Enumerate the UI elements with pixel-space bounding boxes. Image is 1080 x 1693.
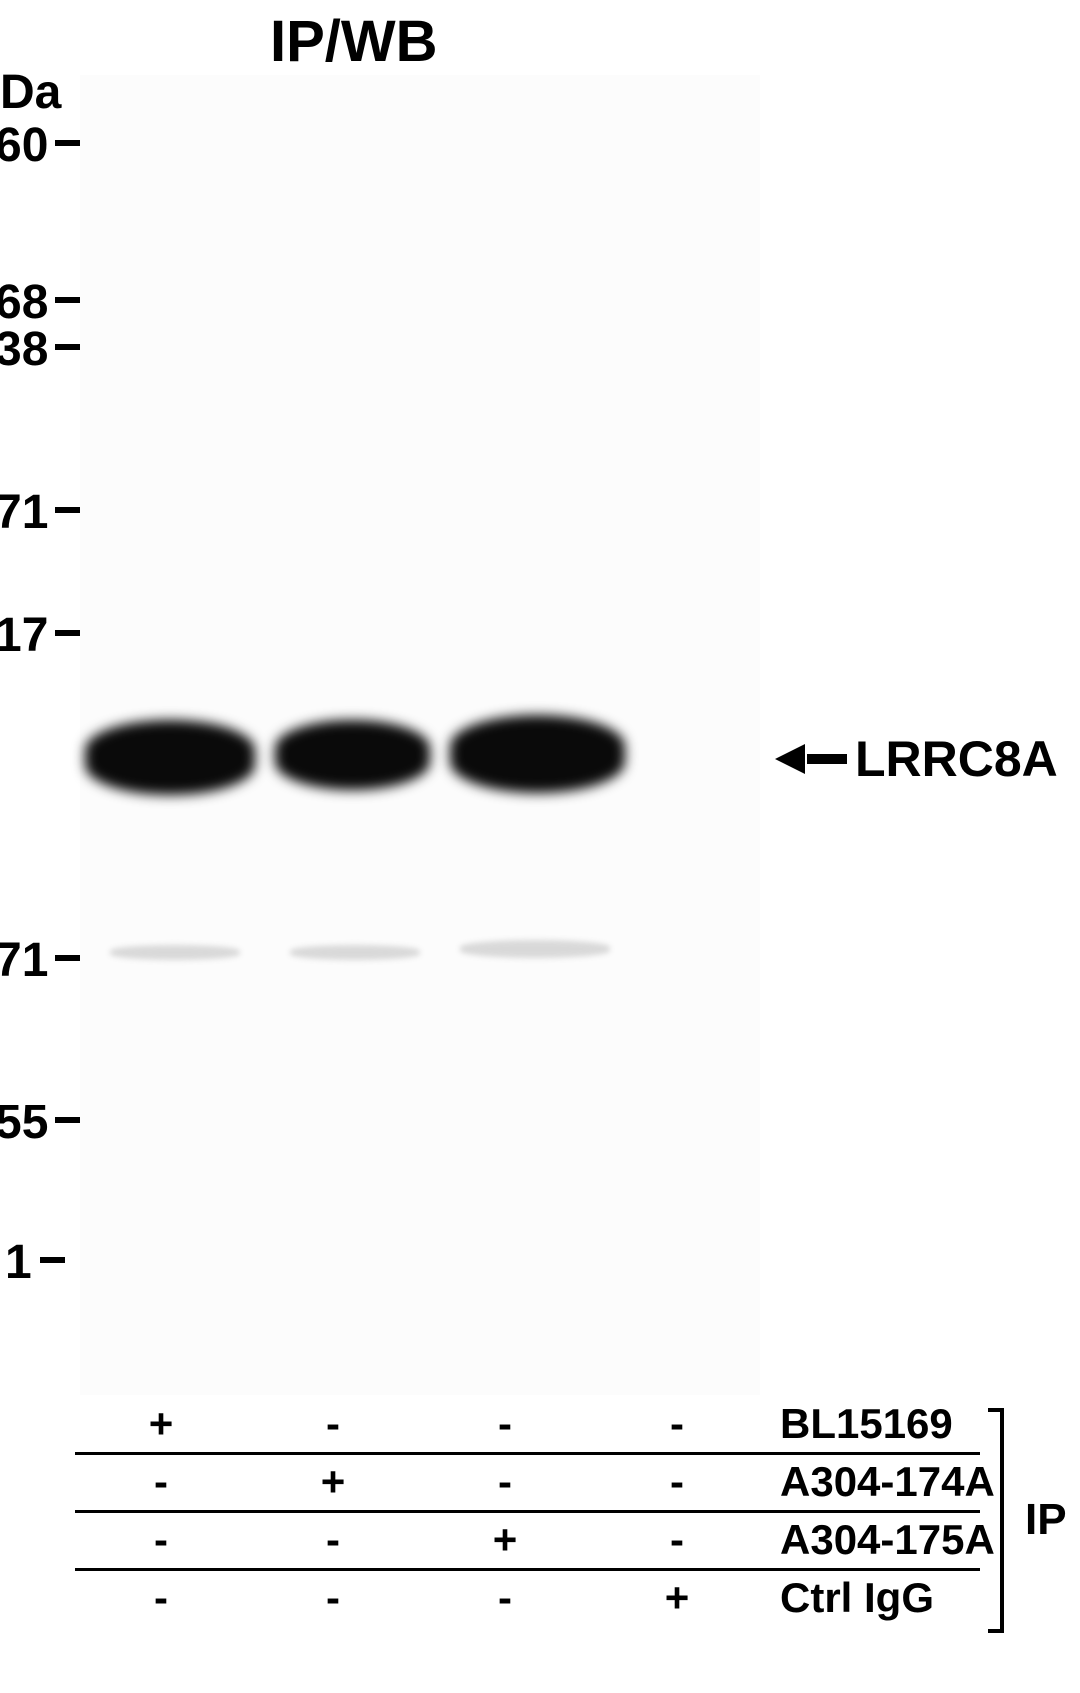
figure-container: IP/WB Da 606838711771551 LRRC8A +---BL15… (0, 0, 1080, 1693)
table-cell: - (419, 1574, 591, 1622)
mw-marker-tick (55, 344, 80, 350)
antibody-label: Ctrl IgG (780, 1574, 934, 1622)
mw-marker-tick (55, 140, 80, 146)
table-cell: - (247, 1400, 419, 1448)
mw-marker-label: 1 (5, 1235, 32, 1290)
bracket-bottom (988, 1629, 1004, 1633)
table-cell: - (75, 1574, 247, 1622)
mw-marker-label: 55 (0, 1095, 48, 1150)
bracket-vertical (1000, 1408, 1004, 1633)
table-cell: - (591, 1458, 763, 1506)
mw-marker-label: 60 (0, 118, 48, 173)
mw-marker-tick (55, 1117, 80, 1123)
mw-marker-label: 71 (0, 485, 48, 540)
mw-marker-label: 71 (0, 933, 48, 988)
table-row-divider (75, 1510, 980, 1513)
table-cell: - (75, 1516, 247, 1564)
mw-marker-tick (55, 630, 80, 636)
arrow-head-icon (775, 744, 805, 774)
mw-marker-label: 38 (0, 322, 48, 377)
ip-label: IP (1025, 1495, 1067, 1545)
faint-band (460, 940, 610, 958)
mw-unit-label: Da (0, 65, 61, 120)
table-row-divider (75, 1568, 980, 1571)
mw-marker-tick (55, 507, 80, 513)
table-cell: + (247, 1458, 419, 1506)
bracket-top (988, 1408, 1004, 1412)
protein-band (275, 720, 430, 790)
target-protein-name: LRRC8A (855, 730, 1058, 788)
table-cell: - (591, 1400, 763, 1448)
arrow-shaft (807, 754, 847, 764)
antibody-label: BL15169 (780, 1400, 953, 1448)
mw-marker-tick (40, 1257, 65, 1263)
table-cell: - (591, 1516, 763, 1564)
table-cell: - (75, 1458, 247, 1506)
table-cell: + (419, 1516, 591, 1564)
antibody-label: A304-174A (780, 1458, 995, 1506)
table-row-divider (75, 1452, 980, 1455)
table-cell: + (591, 1574, 763, 1622)
mw-marker-label: 17 (0, 608, 48, 663)
faint-band (290, 945, 420, 960)
table-cell: - (419, 1458, 591, 1506)
table-cell: - (247, 1516, 419, 1564)
protein-band (85, 720, 255, 795)
mw-marker-tick (55, 297, 80, 303)
faint-band (110, 945, 240, 960)
protein-band (450, 715, 625, 793)
table-cell: - (247, 1574, 419, 1622)
antibody-label: A304-175A (780, 1516, 995, 1564)
table-cell: - (419, 1400, 591, 1448)
table-cell: + (75, 1400, 247, 1448)
target-arrow-label: LRRC8A (775, 730, 1058, 788)
mw-marker-tick (55, 955, 80, 961)
figure-title: IP/WB (270, 8, 438, 75)
